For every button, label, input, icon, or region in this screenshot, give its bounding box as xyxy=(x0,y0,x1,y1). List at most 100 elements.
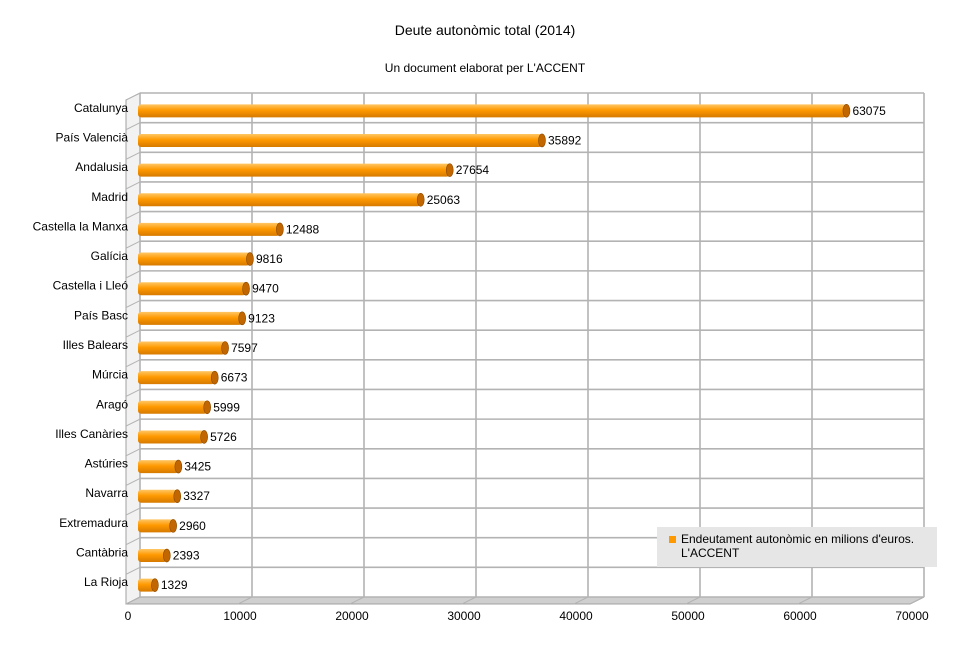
category-label: Madrid xyxy=(91,190,128,204)
x-gridline-floor xyxy=(909,596,925,605)
category-label: Castella i Lleó xyxy=(53,279,129,293)
category-label: Illes Canàries xyxy=(55,427,128,441)
bar-cap xyxy=(276,222,284,237)
x-gridline-floor xyxy=(797,596,813,605)
y-gridline-side xyxy=(125,211,141,220)
bar-body xyxy=(138,193,421,207)
grid: 0 10000 20000 30000 40000 50000 60000 70000 xyxy=(125,92,929,623)
data-label: 3425 xyxy=(184,460,211,474)
bar xyxy=(138,252,254,266)
y-gridline-side xyxy=(125,329,141,338)
chart-side-wall xyxy=(125,92,141,605)
data-label: 9470 xyxy=(252,282,279,296)
y-gridline-side xyxy=(125,448,141,457)
bar-cap xyxy=(538,133,546,148)
bar xyxy=(138,104,851,118)
bar-body xyxy=(138,104,847,118)
data-label: 25063 xyxy=(427,193,461,207)
category-label: Castella la Manxa xyxy=(33,219,129,233)
x-tick-label: 60000 xyxy=(783,609,817,623)
y-gridline-side xyxy=(125,596,141,605)
category-label: La Rioja xyxy=(84,575,128,589)
bar-body xyxy=(138,341,226,355)
data-label: 27654 xyxy=(456,163,490,177)
bar-cap xyxy=(174,459,183,474)
data-label: 7597 xyxy=(231,341,258,355)
y-gridline-side xyxy=(125,389,141,397)
category-label: Catalunya xyxy=(74,101,128,115)
x-tick-label: 10000 xyxy=(223,609,257,623)
category-label: País Valencià xyxy=(56,130,129,144)
bar-cap xyxy=(445,163,454,177)
x-tick-label: 20000 xyxy=(335,609,369,623)
y-gridline-side xyxy=(125,270,141,279)
bar-body xyxy=(138,371,215,385)
bar xyxy=(138,222,284,237)
bar xyxy=(138,311,246,326)
y-gridline-side xyxy=(125,359,141,368)
y-gridline-side xyxy=(125,240,141,249)
bar-cap xyxy=(842,104,851,118)
y-gridline-side xyxy=(125,300,141,308)
y-gridline-side xyxy=(125,537,141,546)
category-label: Galícia xyxy=(91,249,129,263)
data-label: 6673 xyxy=(221,371,248,385)
bar-body xyxy=(138,578,155,592)
bar-cap xyxy=(221,341,229,355)
bar-body xyxy=(138,400,208,414)
x-gridline-floor xyxy=(685,596,701,605)
legend-background xyxy=(657,527,937,567)
x-tick-label: 30000 xyxy=(447,609,481,623)
bar-cap xyxy=(238,311,246,326)
data-label: 9816 xyxy=(256,252,283,266)
data-label: 3327 xyxy=(183,489,210,503)
y-gridline-side xyxy=(125,181,141,190)
bar-body xyxy=(138,252,250,266)
data-label: 2393 xyxy=(173,549,200,563)
category-label: Múrcia xyxy=(92,368,128,382)
chart-subtitle: Un document elaborat per L'ACCENT xyxy=(385,61,586,75)
x-gridline-floor xyxy=(573,596,589,605)
bar xyxy=(138,192,425,207)
bar-cap xyxy=(210,370,219,385)
bar xyxy=(138,459,183,474)
x-tick-label: 40000 xyxy=(559,609,593,623)
category-label: Aragó xyxy=(96,397,128,411)
data-label: 5999 xyxy=(213,400,240,414)
bar-cap xyxy=(242,281,250,296)
bar xyxy=(138,489,182,504)
bar-body xyxy=(138,133,542,147)
data-label: 63075 xyxy=(852,104,886,118)
bar-body xyxy=(138,311,243,325)
data-label: 35892 xyxy=(548,133,582,147)
y-gridline-side xyxy=(125,418,141,427)
x-tick-label: 50000 xyxy=(671,609,705,623)
bar-body xyxy=(138,430,205,444)
legend-swatch xyxy=(669,536,676,543)
bar-cap xyxy=(246,252,254,266)
category-label: Andalusia xyxy=(75,160,128,174)
bar-body xyxy=(138,460,179,474)
bar xyxy=(138,370,219,385)
bar-body xyxy=(138,519,174,533)
x-gridline-floor xyxy=(349,596,365,605)
y-gridline-side xyxy=(125,507,141,516)
bar xyxy=(138,341,229,355)
legend-label-line-1: Endeutament autonòmic en milions d'euros… xyxy=(681,532,914,546)
category-label: Astúries xyxy=(85,457,128,471)
bar xyxy=(138,400,211,415)
bars xyxy=(138,104,851,592)
bar-cap xyxy=(416,192,425,207)
x-tick-label: 0 xyxy=(125,609,132,623)
bar-body xyxy=(138,549,167,563)
bar-body xyxy=(138,282,247,296)
y-gridline-side xyxy=(125,477,141,486)
bar-cap xyxy=(163,548,171,563)
bar-body xyxy=(138,163,450,177)
bar xyxy=(138,578,159,592)
bar xyxy=(138,519,177,533)
legend: Endeutament autonòmic en milions d'euros… xyxy=(657,527,937,567)
y-gridline-side xyxy=(125,151,141,160)
bar-cap xyxy=(200,430,208,444)
